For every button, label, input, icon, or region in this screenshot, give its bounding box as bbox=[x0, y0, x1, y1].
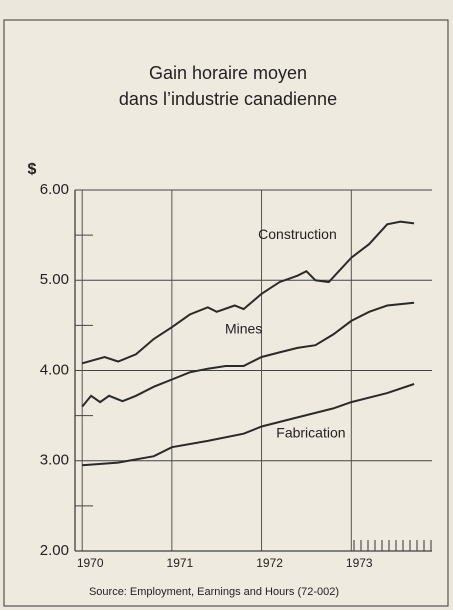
x-tick-label: 1972 bbox=[256, 556, 283, 570]
x-tick-label: 1973 bbox=[346, 556, 373, 570]
series-label: Fabrication bbox=[276, 424, 345, 440]
y-tick-label: 3.00 bbox=[40, 452, 69, 469]
frame bbox=[3, 19, 449, 607]
series-line bbox=[81, 220, 415, 365]
chart-title: dans l’industrie canadienne bbox=[119, 89, 337, 109]
series-line bbox=[81, 301, 415, 408]
y-tick-label: 5.00 bbox=[40, 271, 69, 288]
x-tick-label: 1970 bbox=[77, 556, 104, 570]
y-tick-label: 2.00 bbox=[40, 542, 69, 559]
source: Source: Employment, Earnings and Hours (… bbox=[89, 586, 339, 598]
x-tick-label: 1971 bbox=[167, 556, 194, 570]
series-label: Construction bbox=[258, 226, 337, 242]
y-tick-label: 4.00 bbox=[40, 361, 69, 378]
series-line bbox=[82, 383, 415, 467]
y-tick-label: 6.00 bbox=[40, 181, 69, 198]
hatch bbox=[353, 540, 432, 551]
y-axis-label: $ bbox=[28, 161, 37, 178]
series-label: Mines bbox=[225, 321, 262, 337]
chart-title: Gain horaire moyen bbox=[149, 63, 307, 83]
